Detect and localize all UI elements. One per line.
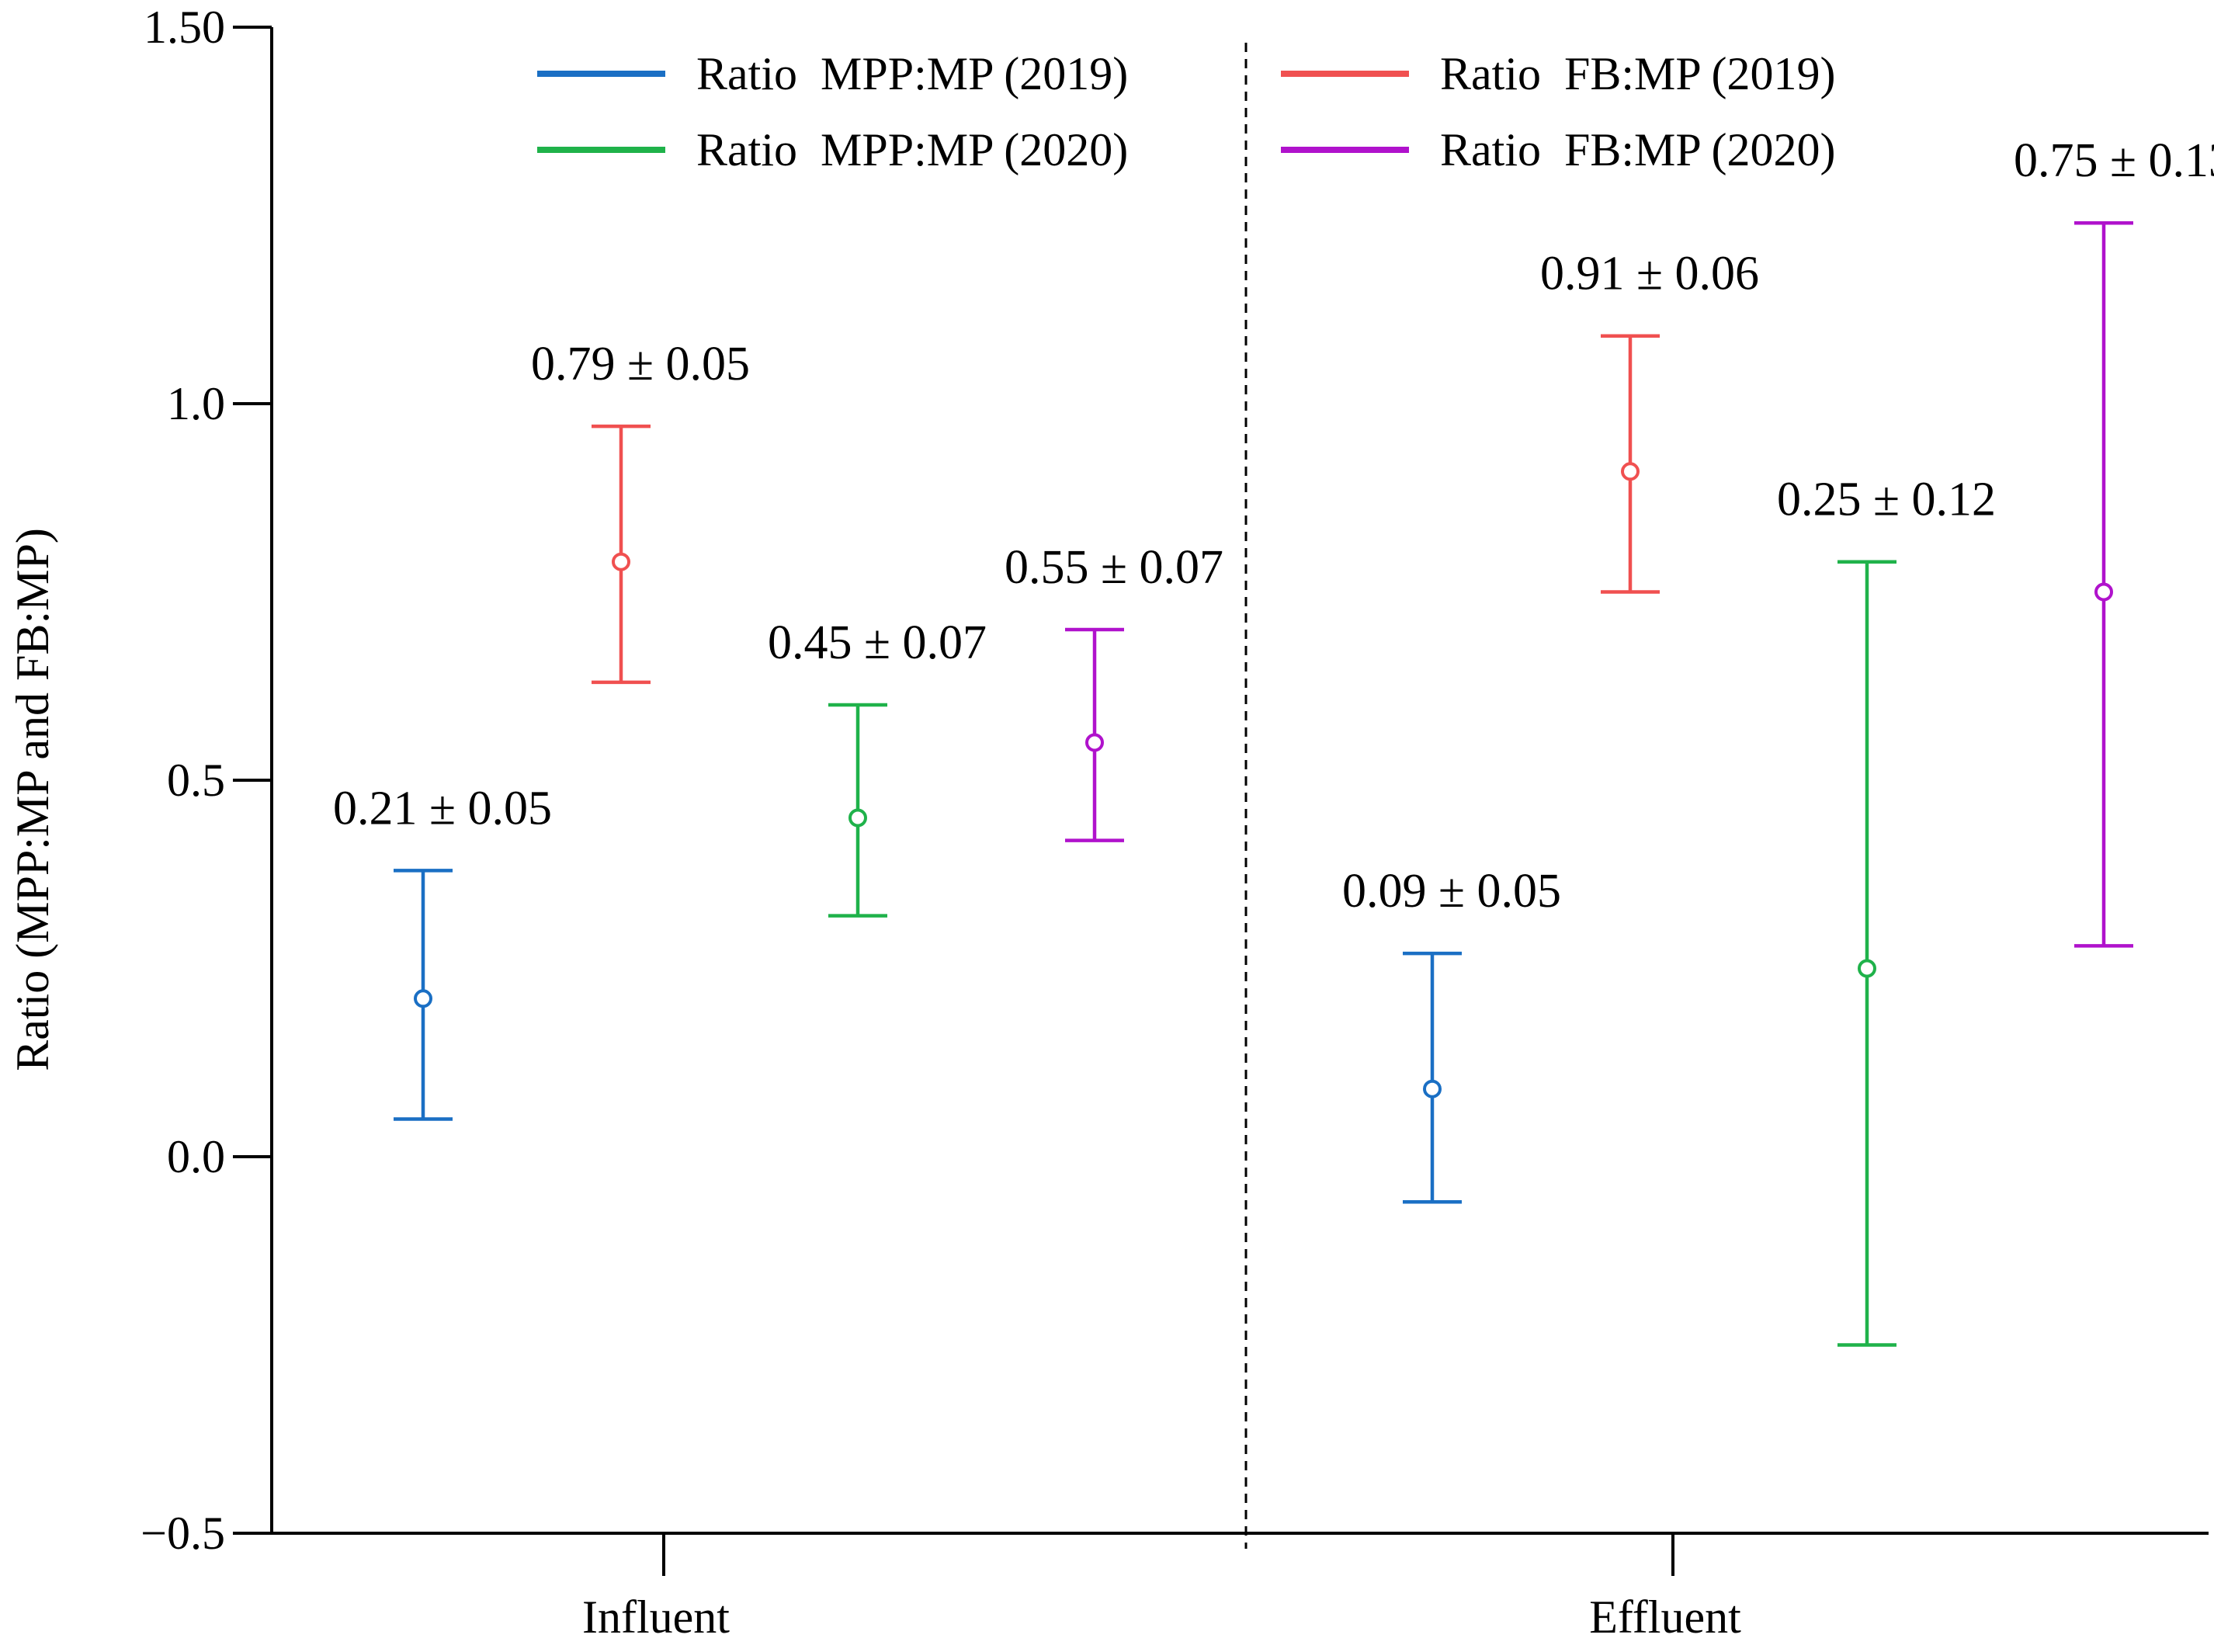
legend-item: Ratio MPP:MP (2020) xyxy=(537,124,1128,175)
mean-point xyxy=(2094,582,2113,602)
value-annotation: 0.75 ± 0.13 xyxy=(2014,134,2214,187)
axes xyxy=(270,27,2209,1535)
legend-label: Ratio MPP:MP (2020) xyxy=(696,124,1128,175)
value-annotation: 0.55 ± 0.07 xyxy=(1005,541,1223,594)
mean-point xyxy=(1621,462,1640,481)
y-ticks: 1.50 1.0 0.5 0.0 −0.5 xyxy=(141,2,272,1559)
legend-label: Ratio FB:MP (2019) xyxy=(1440,48,1836,99)
legend-item: Ratio FB:MP (2019) xyxy=(1281,48,1836,99)
mean-point xyxy=(414,989,432,1008)
error-bars: 0.21 ± 0.05 0.09 ± 0.05 0.79 ± 0.05 0.91 ± … xyxy=(333,134,2214,1347)
error-bar-group: 0.09 ± 0.05 xyxy=(1342,865,1561,1204)
value-annotation: 0.79 ± 0.05 xyxy=(531,338,750,390)
y-tick-label: 0.5 xyxy=(167,755,225,806)
legend: Ratio MPP:MP (2019) Ratio FB:MP (2019) Rat… xyxy=(537,48,1836,175)
legend-label: Ratio MPP:MP (2019) xyxy=(696,48,1128,99)
mean-point xyxy=(1085,733,1104,752)
x-category-label: Effluent xyxy=(1589,1591,1741,1643)
mean-point xyxy=(1858,959,1876,978)
error-bar-group: 0.45 ± 0.07 xyxy=(768,616,987,918)
legend-item: Ratio MPP:MP (2019) xyxy=(537,48,1128,99)
error-bar-group: 0.25 ± 0.12 xyxy=(1777,474,1996,1347)
mean-point xyxy=(612,552,630,571)
mean-point xyxy=(1423,1079,1442,1098)
legend-item: Ratio FB:MP (2020) xyxy=(1281,124,1836,175)
category-labels: Influent Effluent xyxy=(582,1533,1741,1643)
y-tick-label: 1.0 xyxy=(167,378,225,429)
value-annotation: 0.09 ± 0.05 xyxy=(1342,865,1561,918)
error-bar-group: 0.55 ± 0.07 xyxy=(1005,541,1223,842)
error-bar-group: 0.91 ± 0.06 xyxy=(1540,248,1759,594)
error-bar-group: 0.75 ± 0.13 xyxy=(2014,134,2214,948)
y-tick-label: −0.5 xyxy=(141,1508,225,1559)
error-bar-group: 0.79 ± 0.05 xyxy=(531,338,750,685)
value-annotation: 0.25 ± 0.12 xyxy=(1777,474,1996,526)
mean-point xyxy=(848,808,867,828)
value-annotation: 0.91 ± 0.06 xyxy=(1540,248,1759,300)
value-annotation: 0.21 ± 0.05 xyxy=(333,782,552,835)
legend-label: Ratio FB:MP (2020) xyxy=(1440,124,1836,175)
x-category-label: Influent xyxy=(582,1591,730,1643)
value-annotation: 0.45 ± 0.07 xyxy=(768,616,987,669)
error-bar-group: 0.21 ± 0.05 xyxy=(333,782,552,1121)
y-tick-label: 0.0 xyxy=(167,1131,225,1182)
y-axis-title: Ratio (MPP:MP and FB:MP) xyxy=(7,528,58,1071)
y-tick-label: 1.50 xyxy=(144,2,225,53)
